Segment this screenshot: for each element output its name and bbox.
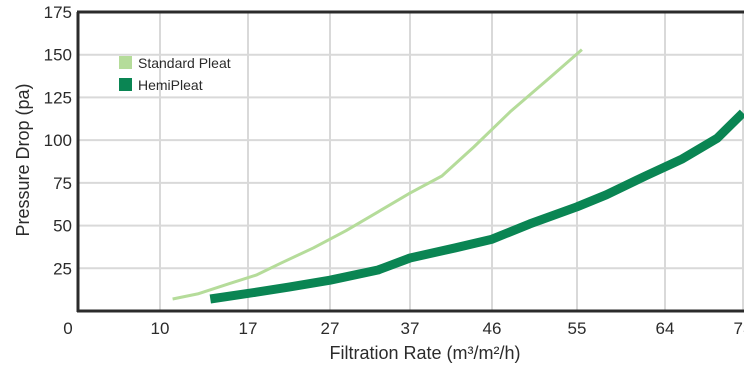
x-tick-label: 46 — [483, 319, 502, 338]
x-tick-label: 10 — [151, 319, 170, 338]
x-tick-label: 55 — [568, 319, 587, 338]
legend-swatch — [119, 56, 132, 69]
x-tick-label: 0 — [63, 319, 72, 338]
series-line-hemipleat — [209, 109, 744, 304]
y-tick-label: 50 — [53, 217, 72, 236]
y-axis-title: Pressure Drop (pa) — [13, 83, 33, 236]
x-tick-label: 73 — [734, 319, 744, 338]
legend-label: HemiPleat — [138, 77, 203, 93]
x-tick-label: 37 — [401, 319, 420, 338]
x-axis-title: Filtration Rate (m³/m²/h) — [329, 343, 520, 363]
x-tick-label: 64 — [656, 319, 675, 338]
y-tick-label: 175 — [44, 3, 72, 22]
legend: Standard Pleat HemiPleat — [119, 55, 231, 93]
y-tick-label: 100 — [44, 131, 72, 150]
y-tick-label: 25 — [53, 259, 72, 278]
y-tick-label: 75 — [53, 174, 72, 193]
grid — [78, 12, 744, 311]
series-line-standard-pleat — [172, 48, 583, 301]
x-tick-label: 17 — [239, 319, 258, 338]
y-tick-labels: 25 50 75 100 125 150 175 — [44, 3, 72, 278]
axes — [76, 10, 744, 313]
legend-label: Standard Pleat — [138, 55, 231, 71]
y-tick-label: 125 — [44, 88, 72, 107]
legend-swatch — [119, 78, 132, 91]
y-tick-label: 150 — [44, 46, 72, 65]
series-lines — [172, 48, 744, 304]
x-tick-labels: 0 10 17 27 37 46 55 64 73 — [63, 319, 744, 338]
x-tick-label: 27 — [321, 319, 340, 338]
